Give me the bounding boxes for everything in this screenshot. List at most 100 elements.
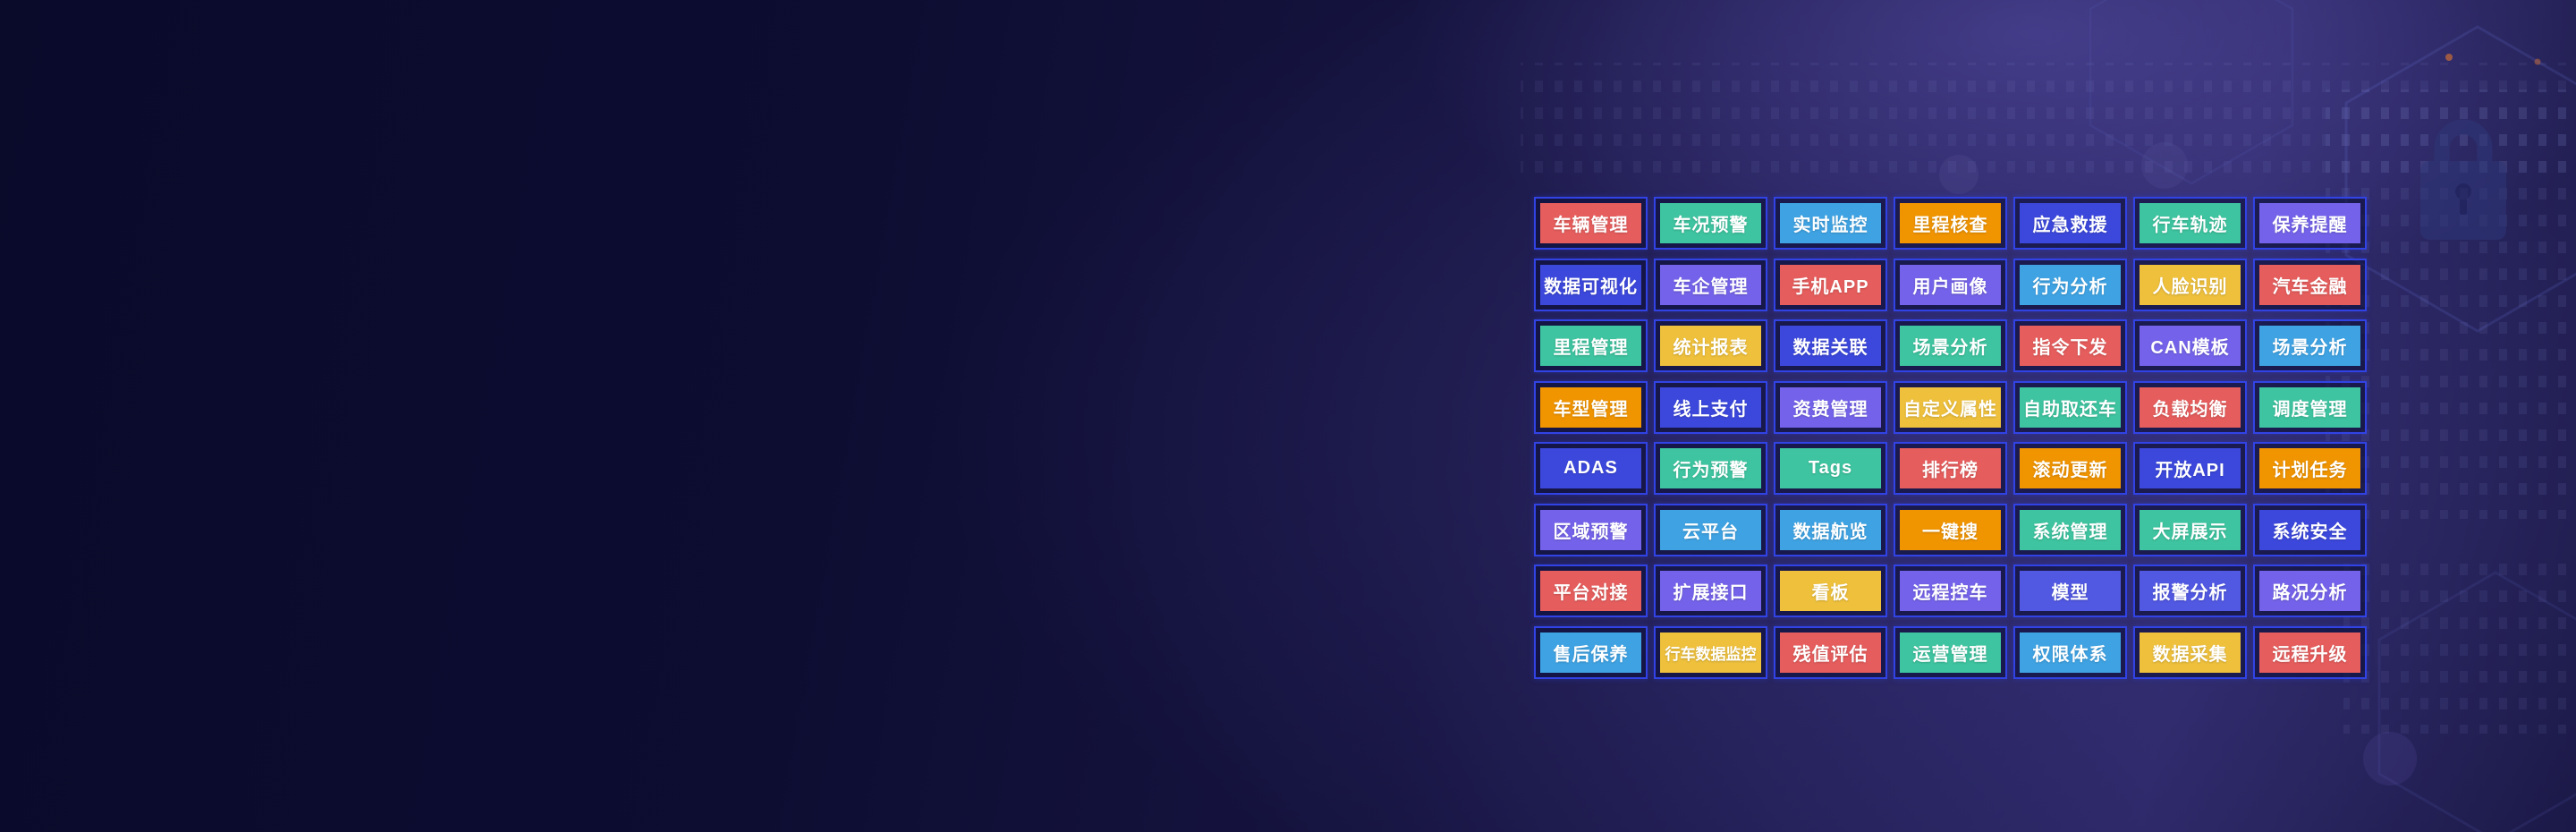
feature-cell-label: 行车轨迹 [2140, 203, 2241, 243]
feature-cell[interactable]: Tags [1774, 442, 1887, 495]
feature-cell[interactable]: 平台对接 [1534, 565, 1648, 617]
feature-cell[interactable]: 线上支付 [1654, 380, 1767, 434]
feature-cell-label: 排行榜 [1900, 448, 2001, 488]
feature-cell[interactable]: 模型 [2013, 565, 2127, 617]
feature-cell[interactable]: 场景分析 [1894, 319, 2007, 372]
feature-cell-label: 平台对接 [1540, 571, 1641, 611]
feature-cell[interactable]: 看板 [1774, 565, 1887, 617]
feature-cell[interactable]: 系统安全 [2253, 503, 2367, 556]
feature-cell[interactable]: 里程核查 [1894, 197, 2007, 250]
feature-cell-label: 大屏展示 [2140, 509, 2241, 550]
feature-cell[interactable]: 行为预警 [1654, 442, 1767, 495]
feature-cell[interactable]: 数据航览 [1774, 503, 1887, 556]
feature-cell-label: 场景分析 [2259, 326, 2360, 366]
feature-cell[interactable]: CAN模板 [2133, 319, 2247, 372]
feature-cell[interactable]: 数据关联 [1774, 319, 1887, 372]
feature-cell[interactable]: 自定义属性 [1894, 380, 2007, 434]
feature-cell-label: 远程升级 [2259, 632, 2360, 673]
feature-cell[interactable]: 车辆管理 [1534, 197, 1648, 250]
feature-cell[interactable]: 汽车金融 [2253, 258, 2367, 311]
feature-cell[interactable]: 负载均衡 [2133, 380, 2247, 434]
feature-cell-label: 场景分析 [1900, 326, 2001, 366]
feature-cell[interactable]: 车企管理 [1654, 258, 1767, 311]
feature-cell[interactable]: 系统管理 [2013, 503, 2127, 556]
feature-cell-label: 统计报表 [1660, 326, 1761, 366]
feature-cell[interactable]: 行为分析 [2013, 258, 2127, 311]
feature-cell[interactable]: 指令下发 [2013, 319, 2127, 372]
feature-cell-label: 车型管理 [1540, 386, 1641, 428]
feature-cell[interactable]: 行车数据监控 [1654, 625, 1767, 679]
feature-cell[interactable]: 运营管理 [1894, 625, 2007, 679]
feature-grid: 车辆管理 车况预警 实时监控 里程核查 应急救援 行车轨迹 保养提醒数据可视化 车企管理 手机A… [1534, 197, 2367, 679]
feature-cell-label: 资费管理 [1780, 386, 1881, 428]
feature-cell-label: 残值评估 [1780, 632, 1881, 673]
feature-cell-label: 数据航览 [1780, 509, 1881, 550]
feature-cell[interactable]: 残值评估 [1774, 625, 1887, 679]
feature-cell[interactable]: ADAS [1534, 442, 1648, 495]
feature-cell-label: 看板 [1780, 571, 1881, 611]
feature-cell-label: 里程管理 [1540, 326, 1641, 366]
feature-cell[interactable]: 保养提醒 [2253, 197, 2367, 250]
feature-cell-label: 里程核查 [1900, 203, 2001, 243]
feature-cell[interactable]: 车况预警 [1654, 197, 1767, 250]
feature-cell-label: 权限体系 [2020, 632, 2121, 673]
feature-cell-label: 汽车金融 [2259, 264, 2360, 305]
feature-cell-label: Tags [1780, 448, 1881, 488]
feature-cell-label: 自定义属性 [1900, 386, 2001, 428]
feature-cell-label: CAN模板 [2140, 326, 2241, 366]
feature-cell[interactable]: 场景分析 [2253, 319, 2367, 372]
feature-cell[interactable]: 计划任务 [2253, 442, 2367, 495]
feature-cell-label: 系统管理 [2020, 509, 2121, 550]
feature-cell[interactable]: 远程升级 [2253, 625, 2367, 679]
feature-cell[interactable]: 一键搜 [1894, 503, 2007, 556]
feature-cell-label: 行为预警 [1660, 448, 1761, 488]
feature-cell-label: 实时监控 [1780, 203, 1881, 243]
feature-cell[interactable]: 区域预警 [1534, 503, 1648, 556]
feature-cell[interactable]: 路况分析 [2253, 565, 2367, 617]
feature-cell[interactable]: 人脸识别 [2133, 258, 2247, 311]
feature-cell[interactable]: 滚动更新 [2013, 442, 2127, 495]
feature-cell-label: ADAS [1540, 448, 1641, 488]
feature-cell-label: 滚动更新 [2020, 448, 2121, 488]
feature-cell[interactable]: 数据采集 [2133, 625, 2247, 679]
feature-cell-label: 数据关联 [1780, 326, 1881, 366]
feature-cell-label: 负载均衡 [2140, 386, 2241, 428]
feature-cell[interactable]: 数据可视化 [1534, 258, 1648, 311]
feature-cell[interactable]: 云平台 [1654, 503, 1767, 556]
feature-cell[interactable]: 统计报表 [1654, 319, 1767, 372]
feature-cell-label: 计划任务 [2259, 448, 2360, 488]
feature-cell-label: 手机APP [1780, 264, 1881, 305]
feature-cell[interactable]: 手机APP [1774, 258, 1887, 311]
feature-cell[interactable]: 里程管理 [1534, 319, 1648, 372]
feature-cell[interactable]: 车型管理 [1534, 380, 1648, 434]
feature-cell-label: 数据可视化 [1540, 264, 1641, 305]
feature-cell-label: 运营管理 [1900, 632, 2001, 673]
feature-cell[interactable]: 资费管理 [1774, 380, 1887, 434]
feature-cell-label: 系统安全 [2259, 509, 2360, 550]
feature-cell[interactable]: 开放API [2133, 442, 2247, 495]
feature-cell[interactable]: 应急救援 [2013, 197, 2127, 250]
feature-cell-label: 车况预警 [1660, 203, 1761, 243]
feature-cell-label: 调度管理 [2259, 386, 2360, 428]
feature-cell-label: 售后保养 [1540, 632, 1641, 673]
feature-cell[interactable]: 权限体系 [2013, 625, 2127, 679]
feature-cell[interactable]: 调度管理 [2253, 380, 2367, 434]
feature-cell[interactable]: 行车轨迹 [2133, 197, 2247, 250]
feature-cell[interactable]: 报警分析 [2133, 565, 2247, 617]
feature-cell-label: 模型 [2020, 571, 2121, 611]
feature-cell-label: 车辆管理 [1540, 203, 1641, 243]
feature-cell-label: 保养提醒 [2259, 203, 2360, 243]
feature-cell-label: 扩展接口 [1660, 571, 1761, 611]
feature-cell-label: 开放API [2140, 448, 2241, 488]
feature-cell[interactable]: 售后保养 [1534, 625, 1648, 679]
feature-cell-label: 人脸识别 [2140, 264, 2241, 305]
feature-cell-label: 指令下发 [2020, 326, 2121, 366]
feature-cell[interactable]: 远程控车 [1894, 565, 2007, 617]
feature-cell[interactable]: 大屏展示 [2133, 503, 2247, 556]
feature-cell[interactable]: 用户画像 [1894, 258, 2007, 311]
feature-cell[interactable]: 实时监控 [1774, 197, 1887, 250]
feature-cell[interactable]: 排行榜 [1894, 442, 2007, 495]
feature-cell[interactable]: 扩展接口 [1654, 565, 1767, 617]
feature-cell-label: 行为分析 [2020, 264, 2121, 305]
feature-cell[interactable]: 自助取还车 [2013, 380, 2127, 434]
